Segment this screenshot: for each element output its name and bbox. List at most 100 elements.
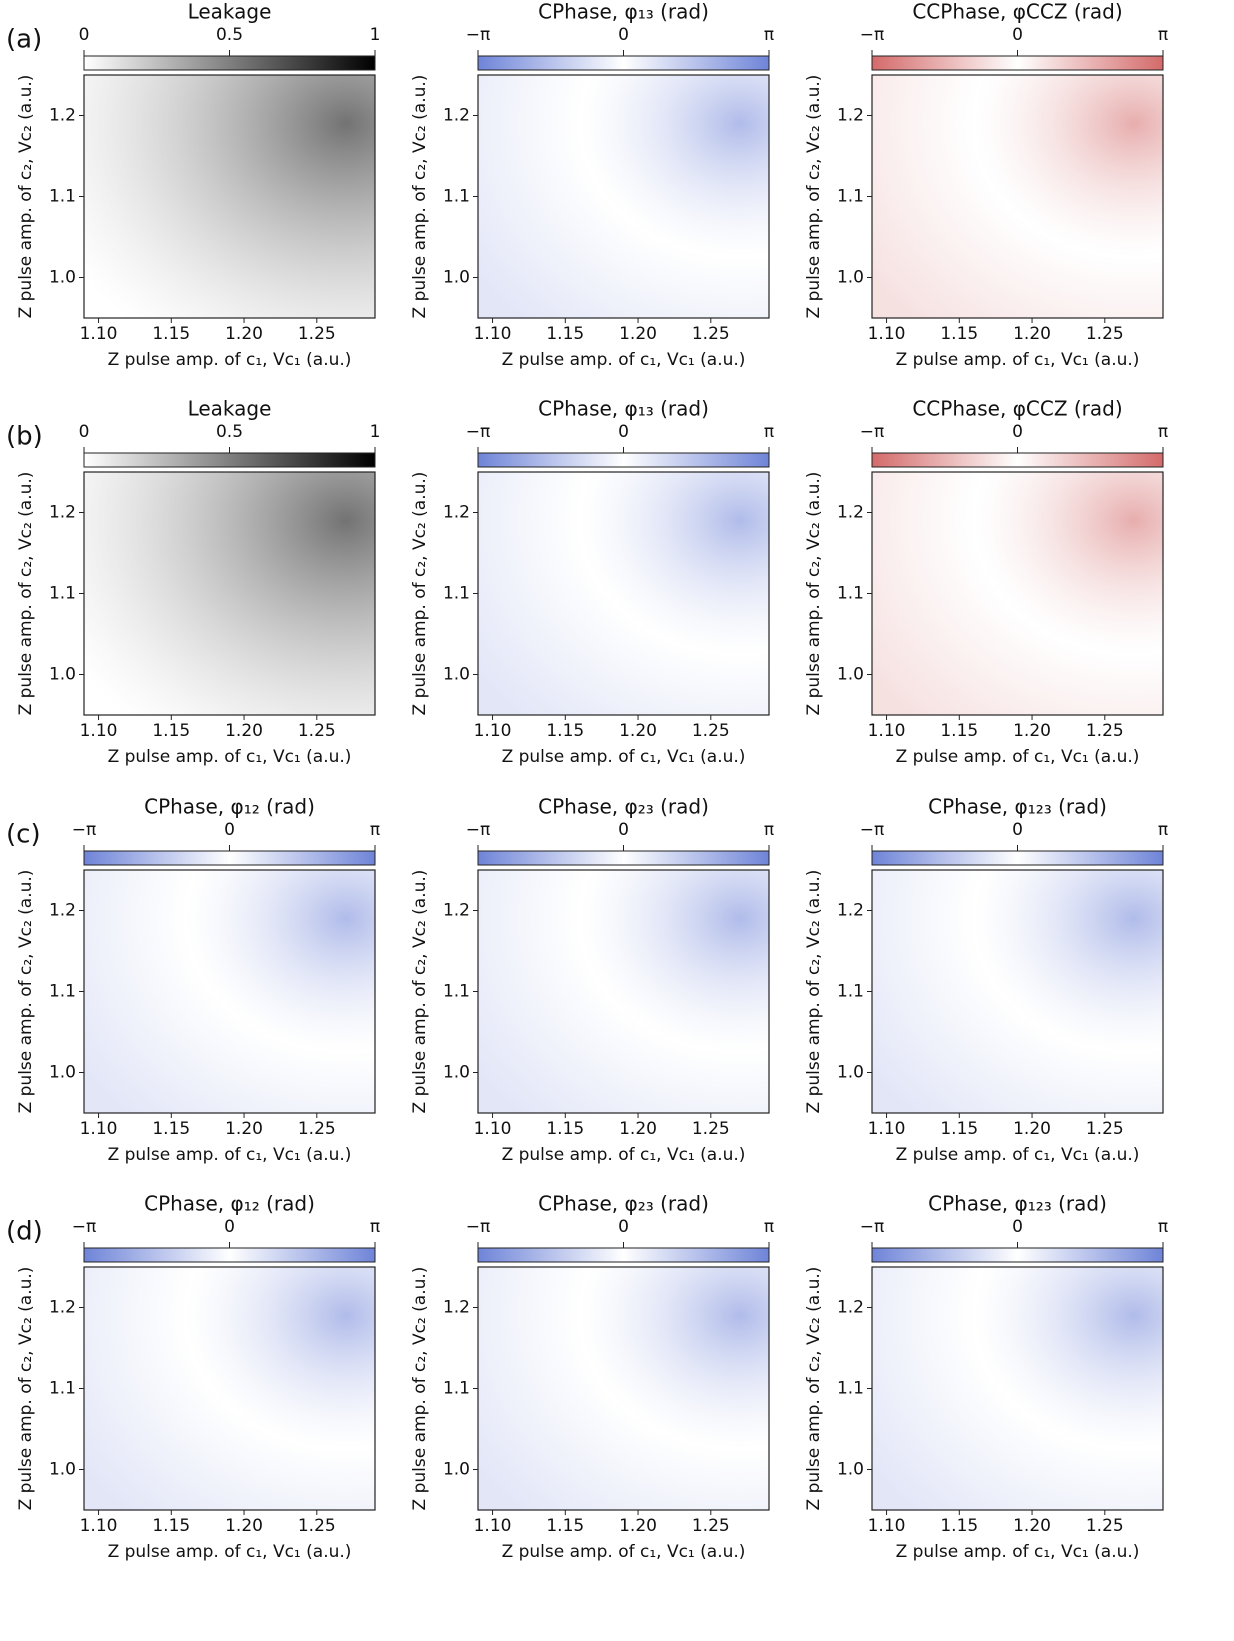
- y-tick-label: 1.1: [49, 187, 76, 207]
- x-tick-label: 1.10: [80, 721, 118, 741]
- y-tick-label: 1.0: [443, 1063, 470, 1083]
- colorbar-tick-label: −π: [72, 820, 96, 840]
- x-tick-label: 1.20: [1013, 721, 1051, 741]
- y-tick-label: 1.2: [49, 901, 76, 921]
- colorbar-tick-label: π: [370, 820, 380, 840]
- colorbar-tick-label: π: [370, 1217, 380, 1237]
- colorbar-tick-label: −π: [466, 422, 490, 442]
- x-tick-label: 1.20: [619, 1516, 657, 1536]
- colorbar-tick-label: 0.5: [216, 422, 243, 442]
- x-axis-label: Z pulse amp. of c₁, Vc₁ (a.u.): [896, 747, 1140, 767]
- x-tick-label: 1.10: [474, 1516, 512, 1536]
- chart-title: Leakage: [188, 397, 272, 421]
- heatmap-image: [478, 75, 769, 318]
- x-tick-label: 1.15: [152, 1516, 190, 1536]
- colorbar-tick-label: π: [764, 820, 774, 840]
- x-tick-label: 1.15: [940, 721, 978, 741]
- y-tick-label: 1.2: [49, 503, 76, 523]
- colorbar: [871, 850, 1164, 866]
- x-tick-label: 1.15: [152, 721, 190, 741]
- chart-title: CPhase, φ₁₂₃ (rad): [928, 1192, 1107, 1216]
- x-axis-label: Z pulse amp. of c₁, Vc₁ (a.u.): [108, 350, 352, 370]
- x-tick-label: 1.15: [546, 1119, 584, 1139]
- x-tick-label: 1.10: [474, 324, 512, 344]
- x-axis-label: Z pulse amp. of c₁, Vc₁ (a.u.): [502, 350, 746, 370]
- x-tick-label: 1.20: [1013, 1119, 1051, 1139]
- colorbar-tick-label: −π: [860, 25, 884, 45]
- x-axis-label: Z pulse amp. of c₁, Vc₁ (a.u.): [108, 747, 352, 767]
- colorbar: [83, 850, 376, 866]
- chart-title: CCPhase, φCCZ (rad): [912, 397, 1122, 421]
- x-tick-label: 1.15: [546, 1516, 584, 1536]
- colorbar-tick-label: 0: [618, 820, 629, 840]
- x-axis-label: Z pulse amp. of c₁, Vc₁ (a.u.): [896, 350, 1140, 370]
- x-tick-label: 1.25: [298, 1516, 336, 1536]
- y-axis-label: Z pulse amp. of c₂, Vc₂ (a.u.): [804, 1267, 824, 1511]
- y-tick-label: 1.1: [49, 584, 76, 604]
- y-tick-label: 1.0: [443, 665, 470, 685]
- colorbar-tick-label: 1: [370, 422, 381, 442]
- y-tick-label: 1.2: [49, 106, 76, 126]
- y-tick-label: 1.0: [443, 268, 470, 288]
- colorbar: [83, 55, 376, 71]
- y-axis-label: Z pulse amp. of c₂, Vc₂ (a.u.): [410, 870, 430, 1114]
- colorbar-tick-label: −π: [466, 25, 490, 45]
- y-axis-label: Z pulse amp. of c₂, Vc₂ (a.u.): [410, 472, 430, 716]
- colorbar-tick-label: −π: [860, 422, 884, 442]
- x-tick-label: 1.15: [940, 324, 978, 344]
- y-axis-label: Z pulse amp. of c₂, Vc₂ (a.u.): [16, 75, 36, 319]
- y-tick-label: 1.0: [837, 1460, 864, 1480]
- x-tick-label: 1.20: [225, 1516, 263, 1536]
- colorbar-tick-label: 0: [224, 1217, 235, 1237]
- x-tick-label: 1.25: [298, 1119, 336, 1139]
- y-tick-label: 1.2: [837, 901, 864, 921]
- colorbar-tick-label: 0: [618, 422, 629, 442]
- x-tick-label: 1.25: [1086, 1516, 1124, 1536]
- colorbar-tick-label: −π: [860, 1217, 884, 1237]
- y-tick-label: 1.2: [443, 1298, 470, 1318]
- chart-title: CPhase, φ₁₃ (rad): [538, 0, 709, 24]
- heatmap-image: [84, 75, 375, 318]
- x-tick-label: 1.20: [619, 1119, 657, 1139]
- colorbar-tick-label: −π: [72, 1217, 96, 1237]
- colorbar-tick-label: π: [764, 422, 774, 442]
- x-tick-label: 1.20: [1013, 1516, 1051, 1536]
- x-tick-label: 1.20: [225, 324, 263, 344]
- colorbar-tick-label: π: [1158, 1217, 1168, 1237]
- colorbar-tick-label: 0: [618, 25, 629, 45]
- heatmap-image: [478, 870, 769, 1113]
- x-tick-label: 1.15: [940, 1119, 978, 1139]
- x-tick-label: 1.10: [474, 1119, 512, 1139]
- heatmap-image: [478, 472, 769, 715]
- colorbar-tick-label: −π: [860, 820, 884, 840]
- y-tick-label: 1.1: [443, 1379, 470, 1399]
- y-tick-label: 1.0: [443, 1460, 470, 1480]
- x-tick-label: 1.20: [225, 721, 263, 741]
- colorbar: [871, 55, 1164, 71]
- x-tick-label: 1.15: [546, 324, 584, 344]
- x-tick-label: 1.20: [1013, 324, 1051, 344]
- heatmap-image: [84, 1267, 375, 1510]
- x-axis-label: Z pulse amp. of c₁, Vc₁ (a.u.): [896, 1542, 1140, 1562]
- y-tick-label: 1.2: [443, 503, 470, 523]
- y-tick-label: 1.0: [49, 665, 76, 685]
- colorbar: [871, 1247, 1164, 1263]
- heatmap-image: [872, 1267, 1163, 1510]
- chart-title: CPhase, φ₂₃ (rad): [538, 1192, 709, 1216]
- y-axis-label: Z pulse amp. of c₂, Vc₂ (a.u.): [804, 75, 824, 319]
- x-tick-label: 1.15: [940, 1516, 978, 1536]
- x-tick-label: 1.25: [692, 721, 730, 741]
- x-tick-label: 1.25: [298, 721, 336, 741]
- colorbar-tick-label: π: [1158, 422, 1168, 442]
- colorbar-tick-label: −π: [466, 820, 490, 840]
- heatmap-image: [872, 472, 1163, 715]
- x-tick-label: 1.15: [152, 1119, 190, 1139]
- y-axis-label: Z pulse amp. of c₂, Vc₂ (a.u.): [410, 1267, 430, 1511]
- panel-label: (a): [6, 25, 42, 55]
- x-axis-label: Z pulse amp. of c₁, Vc₁ (a.u.): [502, 1145, 746, 1165]
- colorbar: [477, 850, 770, 866]
- x-tick-label: 1.25: [692, 324, 730, 344]
- colorbar: [477, 452, 770, 468]
- heatmap-image: [84, 472, 375, 715]
- panel-label: (d): [6, 1217, 43, 1247]
